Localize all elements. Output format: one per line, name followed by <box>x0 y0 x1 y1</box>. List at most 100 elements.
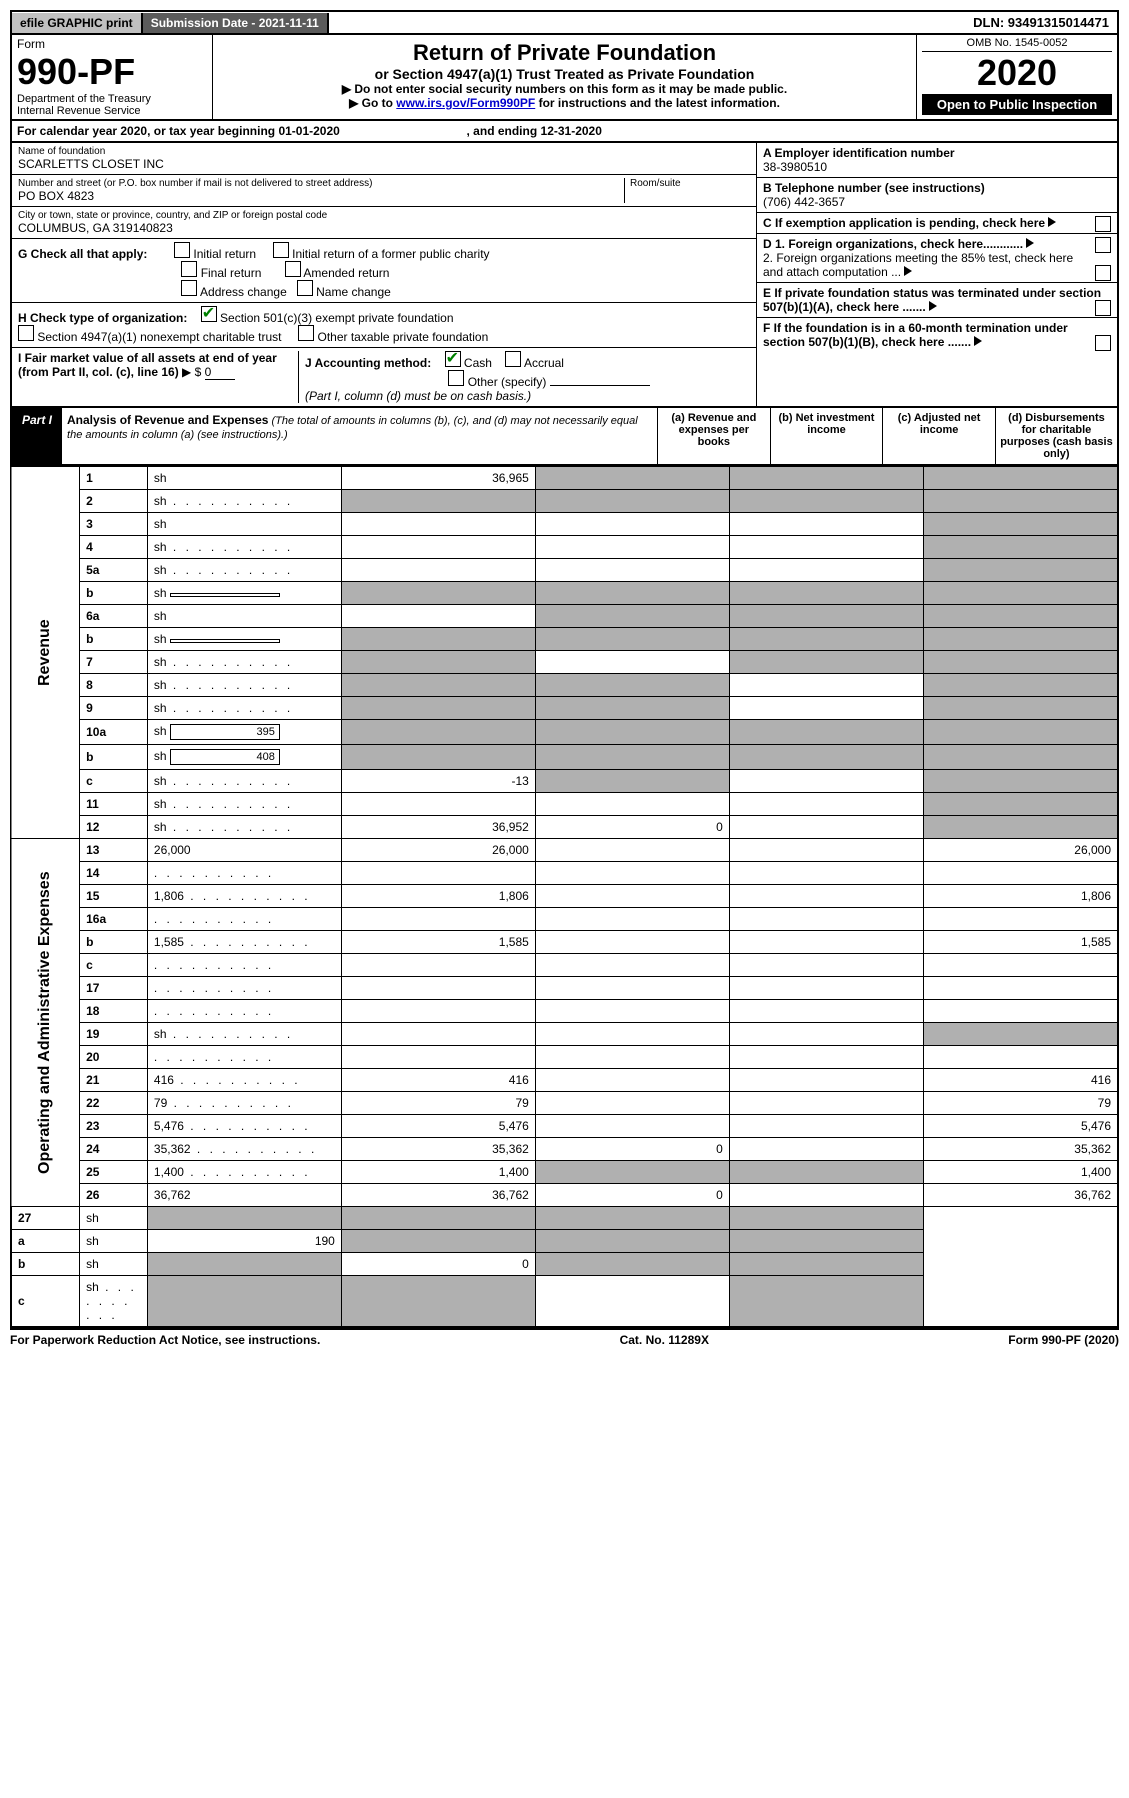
amount-cell-c <box>535 1253 729 1276</box>
f-label: F If the foundation is in a 60-month ter… <box>763 321 1068 349</box>
line-number: 2 <box>80 490 148 513</box>
cb-d1[interactable] <box>1095 237 1111 253</box>
cb-initial[interactable] <box>174 242 190 258</box>
side-label: Revenue <box>11 467 80 839</box>
amount-cell-c <box>729 467 923 490</box>
amount-cell-c <box>729 745 923 770</box>
line-number: 8 <box>80 674 148 697</box>
line-desc: sh <box>147 490 341 513</box>
cb-cash[interactable] <box>445 351 461 367</box>
form-header: Form 990-PF Department of the Treasury I… <box>10 35 1119 121</box>
line-number: 26 <box>80 1184 148 1207</box>
amount-cell-c <box>729 605 923 628</box>
amount-cell-c <box>729 1138 923 1161</box>
cb-4947[interactable] <box>18 325 34 341</box>
line-number: 24 <box>80 1138 148 1161</box>
cb-accrual[interactable] <box>505 351 521 367</box>
amount-cell-c <box>729 908 923 931</box>
cb-e[interactable] <box>1095 300 1111 316</box>
footer-right: Form 990-PF (2020) <box>1008 1333 1119 1347</box>
amount-cell-c <box>729 674 923 697</box>
line-number: 17 <box>80 977 148 1000</box>
amount-cell-d <box>923 697 1118 720</box>
amount-cell-c <box>729 862 923 885</box>
line-desc: sh <box>80 1276 148 1328</box>
note1: ▶ Do not enter social security numbers o… <box>218 82 911 96</box>
cb-initial-former[interactable] <box>273 242 289 258</box>
amount-cell-a <box>341 697 535 720</box>
amount-cell-a <box>341 536 535 559</box>
table-row: 10ash 395 <box>11 720 1118 745</box>
amount-cell-c <box>729 1000 923 1023</box>
amount-cell-c <box>729 1069 923 1092</box>
j-other: Other (specify) <box>468 375 547 389</box>
side-label: Operating and Administrative Expenses <box>11 839 80 1207</box>
line-number: 12 <box>80 816 148 839</box>
amount-cell-a: 26,000 <box>341 839 535 862</box>
i-val: 0 <box>205 365 235 380</box>
line-number: 25 <box>80 1161 148 1184</box>
amount-cell-d <box>923 559 1118 582</box>
amount-cell-c <box>535 1207 729 1230</box>
arrow-icon <box>1048 217 1056 227</box>
cb-amended[interactable] <box>285 261 301 277</box>
form-link[interactable]: www.irs.gov/Form990PF <box>396 96 535 110</box>
cb-c[interactable] <box>1095 216 1111 232</box>
cb-address[interactable] <box>181 280 197 296</box>
cb-other-tax[interactable] <box>298 325 314 341</box>
cb-501c3[interactable] <box>201 306 217 322</box>
line-number: 20 <box>80 1046 148 1069</box>
line-desc: 1,400 <box>147 1161 341 1184</box>
line-number: b <box>80 628 148 651</box>
line-desc: sh <box>80 1207 148 1230</box>
amount-cell-a <box>341 1023 535 1046</box>
street: PO BOX 4823 <box>18 189 624 203</box>
amount-cell-a <box>341 674 535 697</box>
amount-cell-a <box>341 513 535 536</box>
cb-final[interactable] <box>181 261 197 277</box>
amount-cell-b <box>535 1069 729 1092</box>
amount-cell-d <box>923 1000 1118 1023</box>
line-desc: sh <box>147 628 341 651</box>
line-number: c <box>11 1276 80 1328</box>
efile-label[interactable]: efile GRAPHIC print <box>12 13 143 33</box>
line-desc <box>147 954 341 977</box>
amount-cell-b <box>535 720 729 745</box>
line-number: b <box>80 931 148 954</box>
g-initial-former: Initial return of a former public charit… <box>292 247 489 261</box>
amount-cell-c <box>729 885 923 908</box>
amount-cell-b <box>341 1230 535 1253</box>
amount-cell-d: 5,476 <box>923 1115 1118 1138</box>
amount-cell-a <box>147 1276 341 1328</box>
cb-name[interactable] <box>297 280 313 296</box>
table-row: c <box>11 954 1118 977</box>
amount-cell-b <box>535 1161 729 1184</box>
dln: DLN: 93491315014471 <box>965 12 1117 33</box>
amount-cell-a <box>341 651 535 674</box>
amount-cell-d: 416 <box>923 1069 1118 1092</box>
footer-left: For Paperwork Reduction Act Notice, see … <box>10 1333 320 1347</box>
amount-cell-d <box>923 513 1118 536</box>
line-desc: 36,762 <box>147 1184 341 1207</box>
cb-f[interactable] <box>1095 335 1111 351</box>
cb-other-method[interactable] <box>448 370 464 386</box>
line-number: 3 <box>80 513 148 536</box>
cb-d2[interactable] <box>1095 265 1111 281</box>
amount-cell-b <box>535 1115 729 1138</box>
amount-cell-d <box>923 651 1118 674</box>
table-row: 17 <box>11 977 1118 1000</box>
table-row: 20 <box>11 1046 1118 1069</box>
amount-cell-d <box>923 770 1118 793</box>
table-row: 14 <box>11 862 1118 885</box>
form-word: Form <box>17 37 207 51</box>
arrow-icon <box>974 336 982 346</box>
amount-cell-a: 36,952 <box>341 816 535 839</box>
line-desc: 1,806 <box>147 885 341 908</box>
line-desc <box>147 862 341 885</box>
line-number: 9 <box>80 697 148 720</box>
amount-cell-a: 5,476 <box>341 1115 535 1138</box>
j-cash: Cash <box>464 356 492 370</box>
amount-cell-d <box>923 862 1118 885</box>
amount-cell-d <box>923 954 1118 977</box>
col-d: (d) Disbursements for charitable purpose… <box>995 408 1117 464</box>
